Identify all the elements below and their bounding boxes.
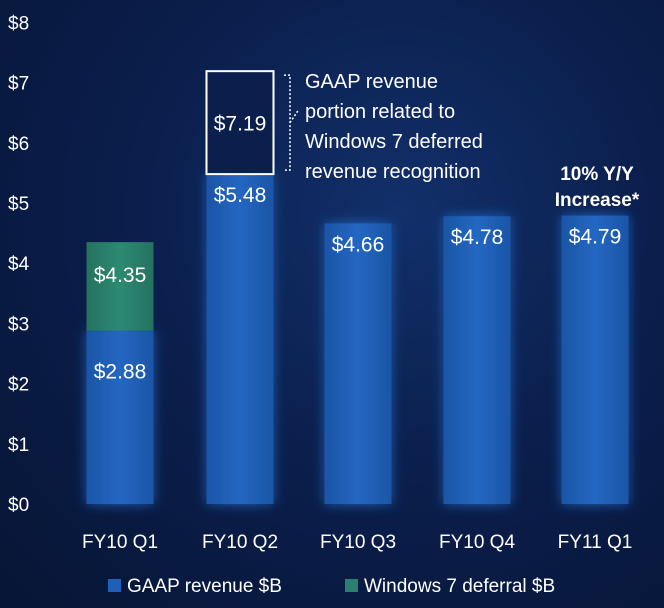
bar-gaap-revenue	[206, 174, 274, 504]
y-tick-label: $5	[8, 194, 29, 215]
x-category-label: FY10 Q4	[439, 532, 515, 553]
y-tick-label: $8	[8, 13, 29, 34]
annotation-bracket	[284, 74, 299, 171]
y-tick-label: $0	[8, 495, 29, 516]
gaap-annotation: GAAP revenue portion related to Windows 7 …	[284, 71, 483, 183]
annotation-line: Windows 7 deferred	[305, 131, 483, 153]
y-tick-label: $6	[8, 134, 29, 155]
y-tick-label: $4	[8, 254, 30, 275]
y-tick-label: $7	[8, 74, 29, 95]
callout-line: Increase*	[555, 190, 640, 211]
data-labels: $2.88 $4.35 $5.48 $4.66 $4.78 $4.79 $7.19	[94, 113, 622, 384]
y-tick-label: $2	[8, 375, 29, 396]
bar-gaap-revenue	[443, 216, 511, 504]
bar-value-label: $4.78	[451, 226, 504, 249]
legend-swatch	[108, 579, 121, 592]
annotation-line: GAAP revenue	[305, 71, 438, 93]
annotation-line: portion related to	[305, 101, 455, 123]
x-category-label: FY11 Q1	[558, 532, 633, 553]
yoy-callout: 10% Y/Y Increase*	[555, 164, 640, 211]
bar-gaap-revenue	[324, 223, 392, 504]
bar-gaap-revenue	[86, 330, 154, 504]
x-category-label: FY10 Q2	[202, 532, 278, 553]
bar-gaap-revenue	[561, 215, 629, 504]
bar-windows7-deferral	[86, 242, 154, 331]
gaap-portion-box	[205, 70, 275, 176]
bars	[86, 70, 629, 504]
annotation-line: revenue recognition	[305, 161, 481, 183]
gaap-portion-label: $7.19	[214, 113, 267, 136]
bar-total-label: $4.35	[94, 264, 147, 287]
bar-value-label: $5.48	[214, 184, 267, 207]
y-tick-label: $1	[8, 435, 29, 456]
y-tick-label: $3	[8, 314, 29, 335]
legend-swatch	[345, 579, 358, 592]
bar-value-label: $2.88	[94, 361, 147, 384]
legend: GAAP revenue $B Windows 7 deferral $B	[108, 576, 555, 597]
y-axis: $0 $1 $2 $3 $4 $5 $6 $7 $8	[8, 13, 30, 516]
legend-label: GAAP revenue $B	[127, 576, 282, 597]
bar-value-label: $4.66	[332, 233, 385, 256]
x-category-label: FY10 Q1	[82, 532, 158, 553]
callout-line: 10% Y/Y	[560, 164, 634, 185]
x-category-label: FY10 Q3	[320, 532, 396, 553]
x-axis: FY10 Q1 FY10 Q2 FY10 Q3 FY10 Q4 FY11 Q1	[82, 532, 632, 553]
legend-label: Windows 7 deferral $B	[364, 576, 555, 597]
bar-value-label: $4.79	[569, 226, 622, 249]
